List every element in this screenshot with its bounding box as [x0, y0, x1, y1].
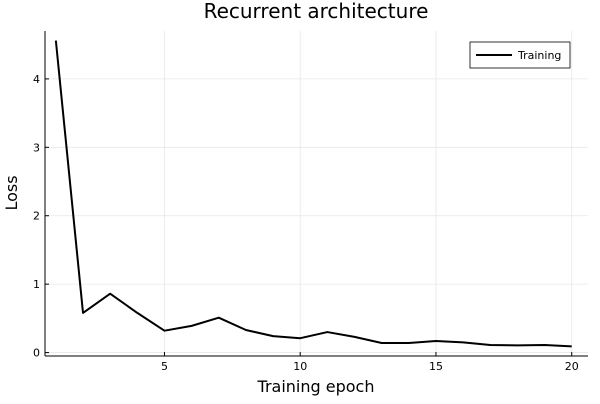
y-tick-label: 3 — [33, 141, 40, 154]
y-tick-label: 4 — [33, 73, 40, 86]
legend-label: Training — [517, 49, 561, 62]
y-tick-label: 0 — [33, 347, 40, 360]
chart-title: Recurrent architecture — [204, 0, 429, 23]
x-tick-label: 5 — [161, 360, 168, 373]
x-tick-label: 10 — [293, 360, 307, 373]
series-line-training — [54, 40, 572, 348]
legend: Training — [469, 41, 571, 69]
x-tick-label: 20 — [565, 360, 579, 373]
series-layer — [54, 40, 572, 348]
x-axis-label: Training epoch — [257, 377, 375, 396]
ticks: 5 10 15 20 0 1 2 3 4 — [33, 73, 579, 373]
axes — [44, 31, 588, 357]
y-axis-label: Loss — [2, 175, 21, 210]
x-tick-label: 15 — [429, 360, 443, 373]
y-tick-label: 2 — [33, 210, 40, 223]
y-tick-label: 1 — [33, 278, 40, 291]
grid — [45, 31, 588, 356]
